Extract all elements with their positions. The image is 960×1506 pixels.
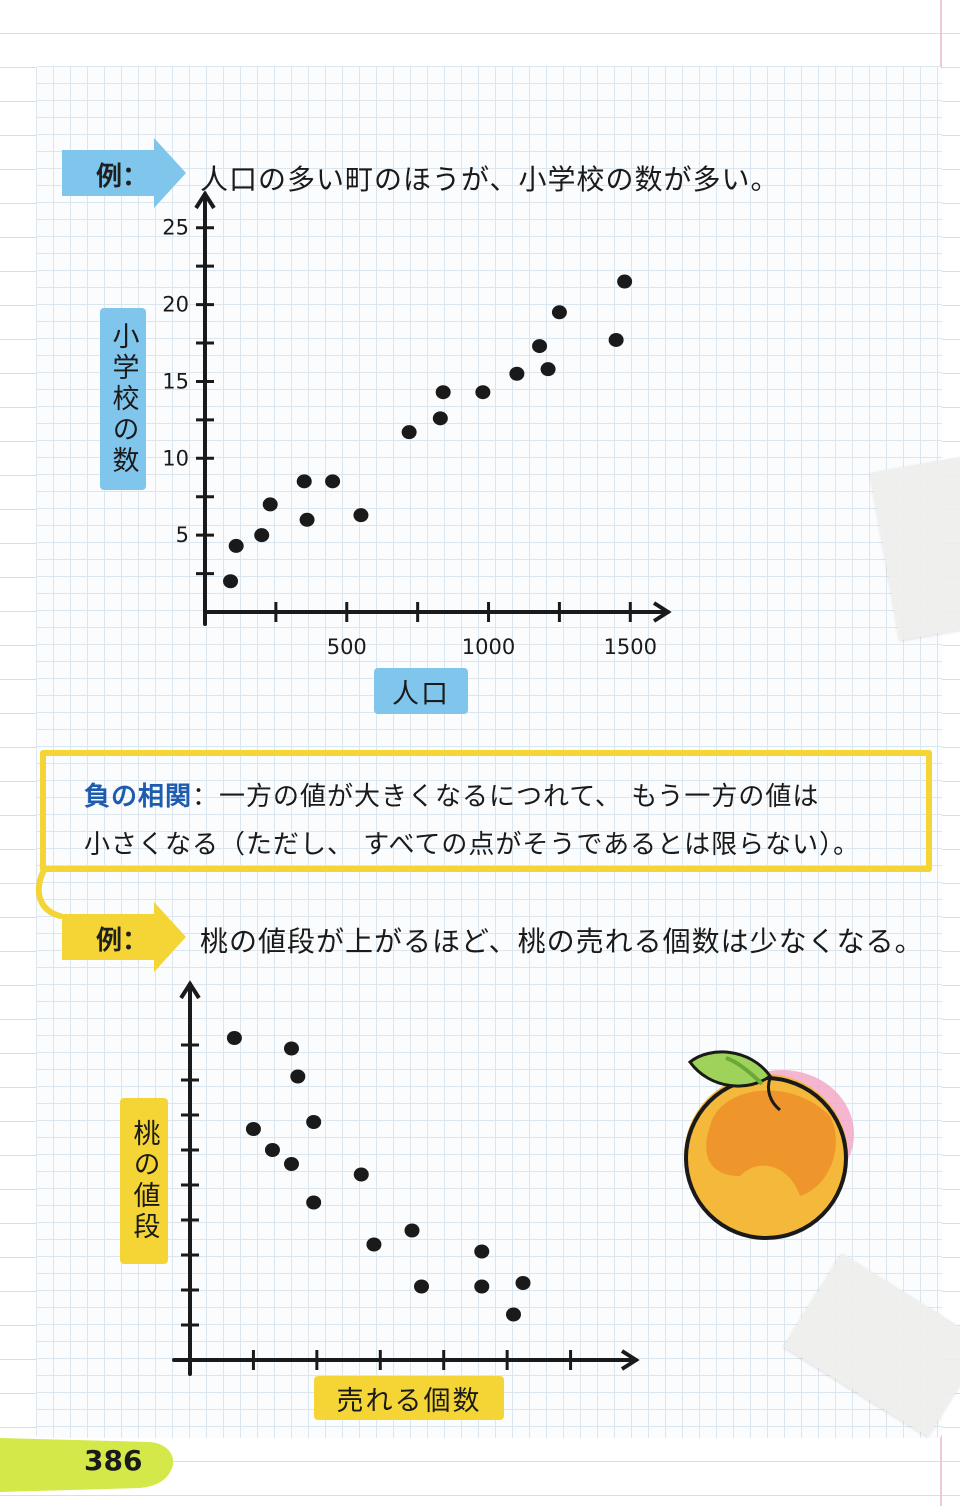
page-number-bar <box>0 1438 174 1492</box>
chart1-point <box>617 274 633 289</box>
chart1-point <box>401 425 417 440</box>
chart2-point <box>515 1276 531 1290</box>
chart2-x-arrow <box>620 1349 640 1371</box>
connector-curve <box>35 867 63 919</box>
chart1-point <box>532 339 548 354</box>
chart2-xlabel: 売れる個数 <box>314 1376 504 1420</box>
chart1-point <box>551 305 567 320</box>
chart1-point <box>228 538 244 553</box>
chart2-point <box>353 1167 369 1182</box>
chart1-y-tick-label: 20 <box>162 293 189 317</box>
chart1-point <box>435 385 451 400</box>
chart1-y-tick-label: 15 <box>162 369 189 393</box>
chart1-xlabel: 人口 <box>374 668 468 714</box>
definition-line2: 小さくなる（ただし、 すべての点がそうであるとは限らない）。 <box>84 830 861 860</box>
chart1-point <box>509 366 525 381</box>
chart2-scatter <box>172 980 640 1376</box>
chart2-point <box>306 1195 322 1210</box>
chart2-point <box>404 1223 420 1238</box>
chart2-point <box>474 1279 490 1294</box>
example2-text: 桃の値段が上がるほど、桃の売れる個数は少なくなる。 <box>200 925 924 958</box>
chart2-point <box>283 1041 299 1056</box>
chart1-x-tick-label: 500 <box>327 635 367 659</box>
chart2-point <box>414 1279 430 1294</box>
example1-tag: 例： <box>62 138 188 208</box>
yellow-arrow-icon <box>62 902 186 972</box>
chart1-x-tick-label: 1000 <box>462 635 515 659</box>
chart1-point <box>262 497 278 512</box>
chart2-point <box>290 1069 306 1084</box>
chart1-scatter: 5 10 15 20 25 500 1000 1500 <box>162 190 672 659</box>
page-number: 386 <box>84 1444 143 1477</box>
definition-line1: 負の相関：一方の値が大きくなるにつれて、 もう一方の値は <box>84 776 819 813</box>
chart1-y-tick-label: 5 <box>176 523 189 547</box>
blue-arrow-icon <box>62 138 186 208</box>
chart2-point <box>306 1115 322 1129</box>
chart2-point <box>474 1244 490 1259</box>
chart1-point <box>540 362 556 377</box>
definition-line1-text: ：一方の値が大きくなるにつれて、 もう一方の値は <box>192 782 820 812</box>
chart1-point <box>299 512 315 527</box>
example1-text: 人口の多い町のほうが、小学校の数が多い。 <box>200 163 780 196</box>
chart1-y-tick-label: 10 <box>162 446 189 470</box>
chart1-x-tick-label: 1500 <box>604 635 657 659</box>
chart1-point <box>353 508 369 523</box>
chart2-point <box>366 1237 382 1252</box>
chart2-y-arrow <box>179 980 201 1000</box>
chart2-point <box>226 1031 242 1045</box>
definition-box <box>40 750 932 872</box>
chart1-point <box>475 385 491 400</box>
chart2-ylabel: 桃の値段 <box>120 1098 168 1264</box>
example2-tag-label: 例： <box>96 926 149 956</box>
chart1-ylabel: 小学校の数 <box>100 308 146 490</box>
chart2-point <box>264 1143 280 1157</box>
chart2-point <box>245 1122 261 1136</box>
definition-term: 負の相関 <box>84 782 193 812</box>
chart1-point <box>254 528 270 543</box>
chart1-y-arrow <box>194 190 216 210</box>
chart1-point <box>325 474 341 489</box>
chart1-x-arrow <box>652 601 672 623</box>
example1-tag-label: 例： <box>96 162 149 192</box>
peach-icon <box>684 1050 854 1240</box>
chart1-point <box>223 574 239 589</box>
example2-tag: 例： <box>62 902 188 972</box>
chart1-point <box>432 411 448 426</box>
chart2-point <box>505 1307 521 1322</box>
chart2-point <box>283 1157 299 1171</box>
chart1-y-tick-label: 25 <box>162 216 189 240</box>
chart1-point <box>608 332 624 347</box>
chart1-point <box>296 474 312 489</box>
